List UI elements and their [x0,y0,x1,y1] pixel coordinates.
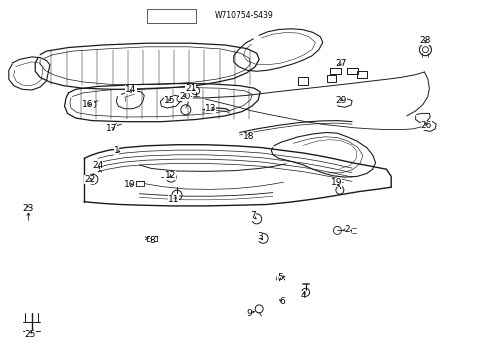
Text: W710754-S439: W710754-S439 [215,10,273,19]
Text: 14: 14 [125,85,137,94]
Text: 7: 7 [250,211,256,220]
Text: 28: 28 [419,36,430,45]
Text: 6: 6 [279,297,285,306]
Text: 8: 8 [149,236,155,245]
Text: 12: 12 [164,171,176,180]
Bar [298,77,307,85]
Text: 29: 29 [335,96,346,105]
Bar [356,71,366,78]
Text: 26: 26 [420,121,431,130]
Text: 20: 20 [179,92,190,101]
Bar [326,75,336,82]
Text: 22: 22 [83,175,95,184]
Text: 27: 27 [335,58,346,68]
Text: 23: 23 [22,204,34,213]
Text: 19: 19 [330,178,342,187]
Text: 15: 15 [164,96,176,105]
Bar [146,9,195,23]
Text: 24: 24 [92,161,103,170]
Text: 4: 4 [300,291,305,300]
Text: 2: 2 [344,225,349,234]
Text: 21: 21 [184,84,196,93]
Text: 16: 16 [82,100,94,109]
Text: 25: 25 [24,330,36,339]
Text: 17: 17 [105,124,117,133]
Text: 1: 1 [113,146,119,155]
Text: 11: 11 [167,195,179,204]
Text: 13: 13 [204,104,216,113]
Text: 5: 5 [276,274,282,282]
Text: 9: 9 [246,309,252,318]
Text: 3: 3 [257,233,263,242]
Text: 18: 18 [242,132,254,140]
Text: 10: 10 [123,180,135,189]
